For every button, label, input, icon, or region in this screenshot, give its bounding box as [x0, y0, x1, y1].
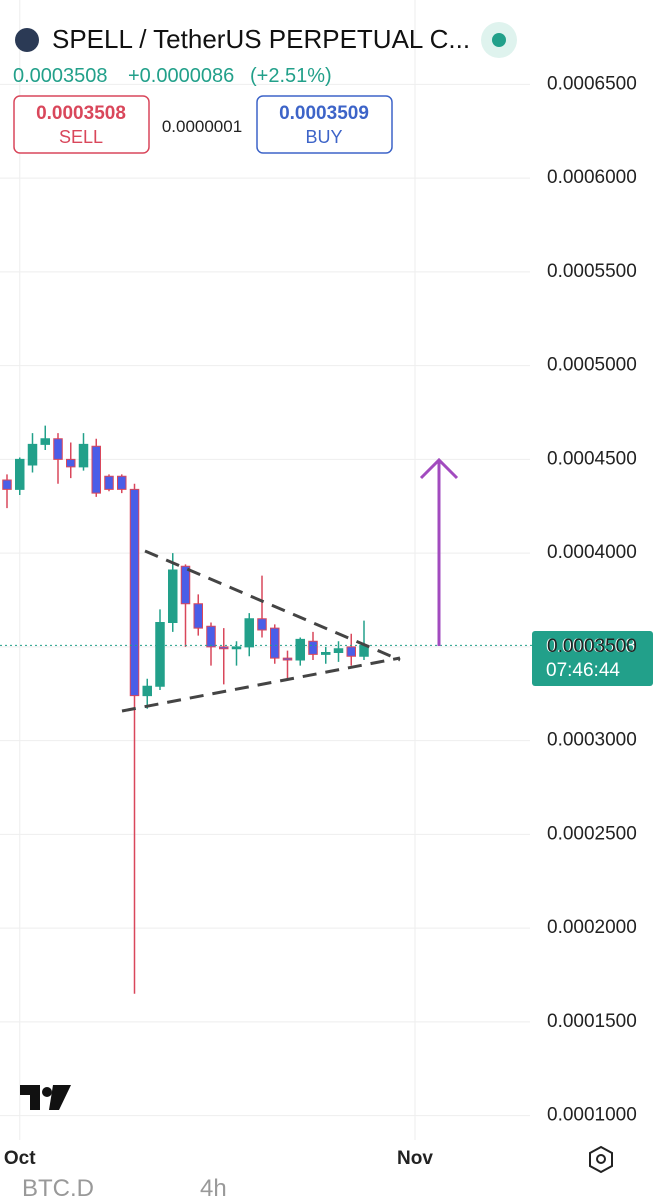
candle-body	[104, 475, 114, 490]
settings-icon[interactable]	[589, 1145, 613, 1174]
sell-label: SELL	[59, 127, 103, 147]
price-tag	[532, 631, 653, 686]
status-dot	[492, 33, 506, 47]
arrow-head	[419, 457, 459, 480]
candle-body	[155, 622, 165, 687]
candle-body	[66, 458, 76, 468]
candle-body	[40, 438, 50, 445]
candle-body	[180, 565, 191, 605]
y-tick-label: 0.0005000	[547, 355, 637, 376]
sell-button[interactable]	[13, 95, 150, 154]
y-tick-label: 0.0005500	[547, 261, 637, 282]
candle-body	[257, 618, 267, 631]
candle-body	[308, 640, 318, 655]
footer-tab[interactable]: 4h	[200, 1175, 227, 1202]
candle-body	[231, 646, 242, 650]
trend-line	[144, 549, 401, 662]
last-price-label: 0.0003508	[546, 636, 636, 657]
y-tick-label: 0.0004500	[547, 448, 637, 469]
change: +0.0000086	[128, 65, 234, 87]
sell-price: 0.0003508	[36, 103, 126, 124]
x-tick-label: Oct	[4, 1148, 36, 1169]
candle-body	[53, 438, 63, 460]
symbol-title[interactable]: SPELL / TetherUS PERPETUAL C...	[52, 24, 470, 54]
candle-body	[78, 443, 89, 468]
candle-body	[2, 479, 12, 490]
symbol-icon	[15, 28, 39, 52]
spread: 0.0000001	[162, 117, 242, 136]
y-tick-label: 0.0002000	[547, 917, 637, 938]
candle-body	[129, 488, 140, 697]
y-tick-label: 0.0004000	[547, 542, 637, 563]
candle-body	[142, 685, 152, 697]
x-tick-label: Nov	[397, 1148, 433, 1169]
buy-label: BUY	[305, 127, 342, 147]
buy-button[interactable]	[256, 95, 393, 154]
candle-body	[270, 627, 280, 659]
change-pct: (+2.51%)	[250, 65, 332, 87]
y-tick-label: 0.0006500	[547, 73, 637, 94]
footer-tab[interactable]: BTC.D	[22, 1175, 94, 1202]
tradingview-logo	[20, 1085, 71, 1110]
candle-body	[346, 646, 356, 657]
candle-body	[333, 648, 344, 653]
candle-body	[91, 445, 101, 494]
y-tick-label: 0.0003500	[547, 636, 637, 657]
y-tick-label: 0.0001000	[547, 1105, 637, 1126]
candle-body	[193, 603, 203, 629]
candle-body	[219, 646, 229, 650]
y-tick-label: 0.0006000	[547, 167, 637, 188]
candle-body	[321, 652, 331, 655]
candle-body	[117, 475, 127, 490]
candle-body	[295, 638, 305, 661]
candle-body	[206, 625, 216, 648]
countdown: 07:46:44	[546, 660, 620, 681]
price: 0.0003508	[13, 65, 108, 87]
buy-price: 0.0003509	[279, 103, 369, 124]
candle-body	[168, 569, 178, 623]
trend-line	[121, 656, 401, 713]
settings-icon-center	[596, 1154, 606, 1164]
y-tick-label: 0.0001500	[547, 1011, 637, 1032]
candle-body	[282, 657, 293, 661]
candle-body	[27, 443, 38, 466]
y-tick-label: 0.0002500	[547, 823, 637, 844]
candle-body	[244, 618, 254, 648]
y-tick-label: 0.0003000	[547, 730, 637, 751]
candle-body	[15, 458, 25, 490]
